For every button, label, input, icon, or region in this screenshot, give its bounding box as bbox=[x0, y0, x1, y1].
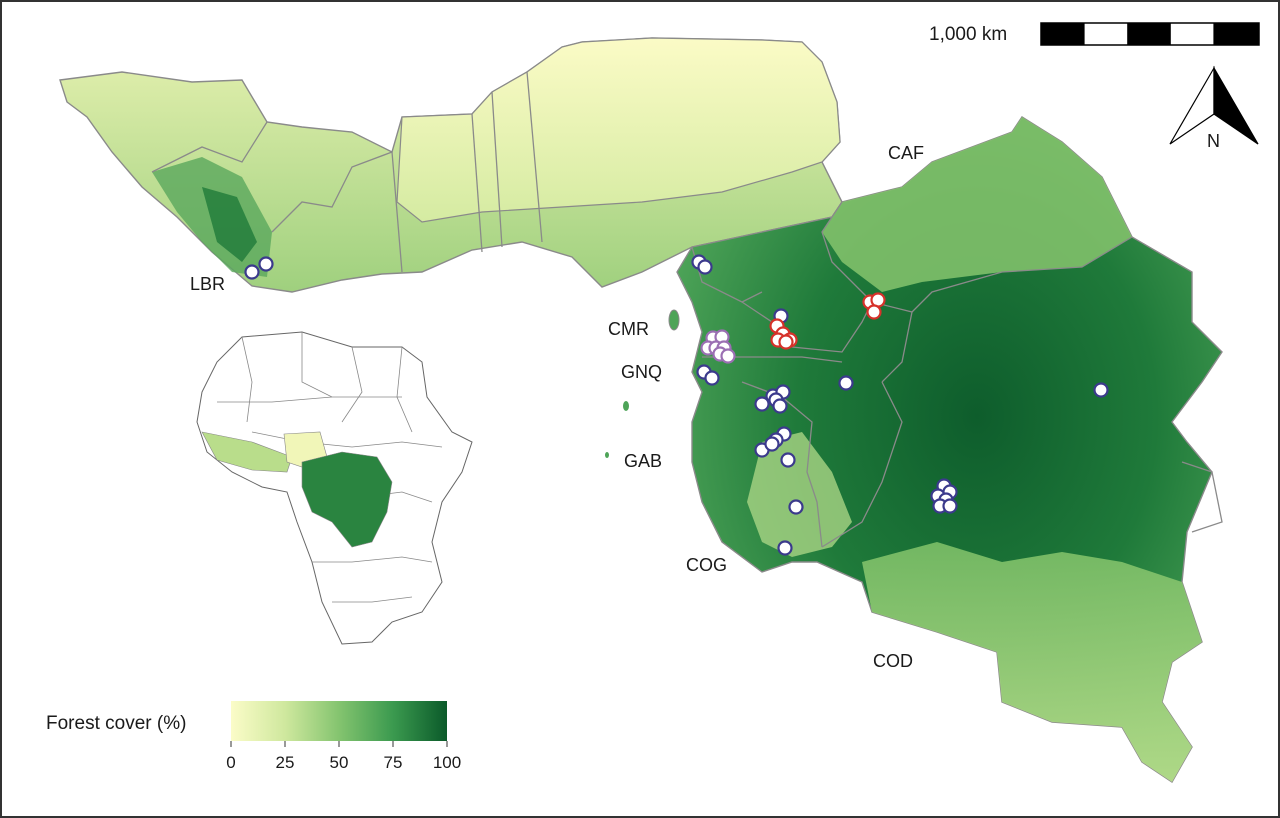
country-labels: LBR CMR GNQ GAB COG CAF COD bbox=[190, 143, 924, 671]
survey-site-marker bbox=[754, 396, 770, 412]
scale-bar-segment-5 bbox=[1213, 23, 1259, 45]
coastal-savanna-strip bbox=[747, 432, 852, 557]
scale-bar-segment-3 bbox=[1127, 23, 1171, 45]
inset-borders bbox=[217, 332, 443, 603]
legend-title: Forest cover (%) bbox=[46, 713, 186, 734]
survey-site-marker bbox=[258, 256, 274, 272]
bioko-island bbox=[668, 309, 680, 331]
survey-site-marker bbox=[788, 499, 804, 515]
survey-site-marker bbox=[244, 264, 260, 280]
survey-site-marker bbox=[838, 375, 854, 391]
scale-bar: 1,000 km bbox=[929, 22, 1260, 46]
country-label-cog: COG bbox=[686, 555, 727, 575]
legend-tick-100: 100 bbox=[433, 753, 461, 772]
survey-site-marker bbox=[777, 540, 793, 556]
sahel-region bbox=[396, 37, 841, 223]
survey-site-marker bbox=[720, 348, 736, 364]
legend: Forest cover (%) 0 25 50 75 100 bbox=[46, 701, 461, 772]
legend-tick-75: 75 bbox=[384, 753, 403, 772]
sao-tome-island bbox=[623, 401, 629, 411]
north-arrow-label: N bbox=[1207, 131, 1220, 151]
liberia-core-patch bbox=[202, 187, 257, 262]
legend-ticks bbox=[230, 741, 448, 747]
survey-site-marker bbox=[704, 370, 720, 386]
legend-tick-50: 50 bbox=[330, 753, 349, 772]
survey-site-marker bbox=[778, 334, 794, 350]
caf-north-region bbox=[822, 117, 1132, 292]
scale-bar-segment-1 bbox=[1041, 23, 1085, 45]
country-label-cmr: CMR bbox=[608, 319, 649, 339]
country-label-caf: CAF bbox=[888, 143, 924, 163]
southern-savanna-region bbox=[862, 542, 1202, 782]
survey-site-marker bbox=[1093, 382, 1109, 398]
survey-site-marker bbox=[866, 304, 882, 320]
country-label-gab: GAB bbox=[624, 451, 662, 471]
survey-site-marker bbox=[697, 259, 713, 275]
annobon-island bbox=[605, 452, 609, 458]
north-arrow-icon: N bbox=[1169, 65, 1259, 151]
country-label-lbr: LBR bbox=[190, 274, 225, 294]
survey-site-marker bbox=[764, 436, 780, 452]
region-shapes bbox=[59, 37, 1223, 783]
country-label-gnq: GNQ bbox=[621, 362, 662, 382]
country-label-cod: COD bbox=[873, 651, 913, 671]
inset-west-highlight bbox=[201, 431, 293, 473]
africa-inset-map bbox=[196, 331, 473, 645]
survey-site-marker bbox=[780, 452, 796, 468]
legend-color-bar bbox=[231, 701, 447, 741]
survey-sites bbox=[244, 254, 1109, 556]
inset-congo-highlight bbox=[301, 451, 393, 548]
survey-site-marker bbox=[772, 398, 788, 414]
legend-tick-0: 0 bbox=[226, 753, 235, 772]
scale-bar-label: 1,000 km bbox=[929, 24, 1007, 45]
legend-tick-25: 25 bbox=[276, 753, 295, 772]
survey-site-marker bbox=[942, 498, 958, 514]
